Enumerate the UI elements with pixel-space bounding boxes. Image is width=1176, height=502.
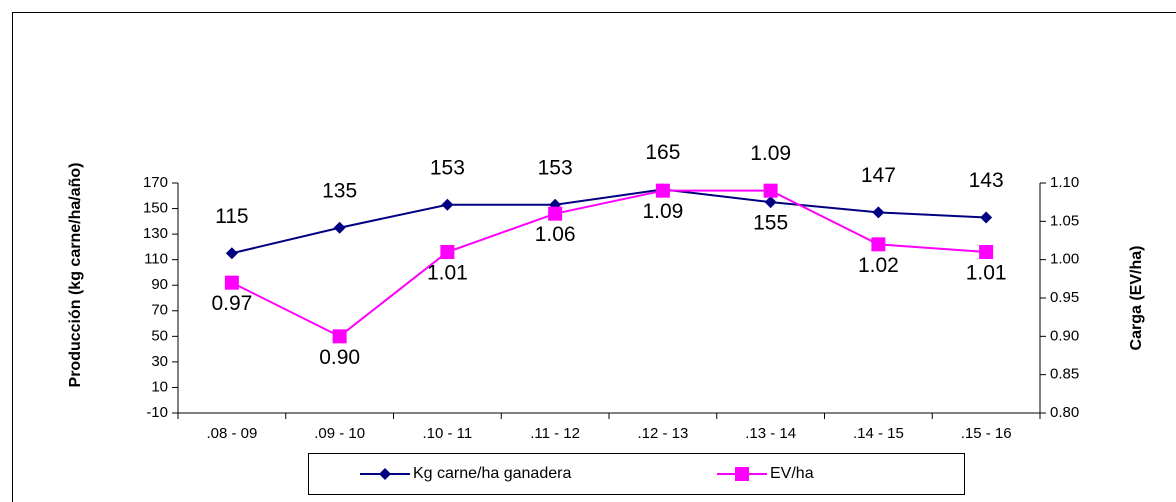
- point: [763, 183, 778, 198]
- point: [441, 198, 454, 211]
- data-label: 153: [538, 156, 573, 179]
- x-tick-label: .08 - 09: [206, 425, 257, 442]
- data-label: 135: [322, 179, 357, 202]
- data-label: 1.01: [966, 262, 1007, 285]
- y-tick-label: 90: [151, 276, 168, 293]
- y2-tick-label: 0.95: [1050, 289, 1079, 306]
- y-tick-label: 70: [151, 302, 168, 319]
- data-label: 155: [753, 212, 788, 235]
- y2-tick-label: 1.00: [1050, 251, 1079, 268]
- x-tick-label: .09 - 10: [314, 425, 365, 442]
- data-label: 0.90: [319, 346, 360, 369]
- y-tick-label: 170: [143, 174, 168, 191]
- y-axis-title: Producción (kg carne/ha/año): [67, 163, 84, 388]
- legend-box: [308, 453, 965, 495]
- point: [872, 206, 885, 219]
- x-tick-label: .11 - 12: [530, 425, 580, 442]
- point: [871, 237, 886, 252]
- chart-border: [12, 12, 1176, 502]
- data-label: 1.06: [535, 223, 576, 246]
- data-label: 1.02: [858, 254, 899, 277]
- x-tick-label: .10 - 11: [422, 425, 472, 442]
- y-tick-label: 110: [144, 251, 168, 268]
- y-tick-label: -10: [146, 404, 168, 421]
- x-tick-label: .15 - 16: [961, 425, 1012, 442]
- y-tick-label: 130: [143, 225, 168, 242]
- y2-axis-title: Carga (EV/ha): [1128, 246, 1145, 351]
- point: [333, 221, 346, 234]
- y-tick-label: 30: [151, 353, 168, 370]
- legend-label: Kg carne/ha ganadera: [413, 465, 571, 482]
- point: [225, 247, 238, 260]
- point: [332, 329, 347, 344]
- y-tick-label: 10: [151, 378, 168, 395]
- point: [764, 196, 777, 209]
- data-label: 153: [430, 156, 465, 179]
- point: [440, 245, 455, 259]
- data-label: 1.09: [750, 142, 791, 165]
- point: [979, 245, 994, 259]
- y2-tick-label: 1.10: [1050, 174, 1079, 191]
- y2-tick-label: 1.05: [1050, 212, 1079, 229]
- point: [548, 206, 563, 221]
- point: [655, 183, 670, 198]
- y2-tick-label: 0.85: [1050, 366, 1079, 383]
- series-line: [231, 189, 987, 338]
- x-tick-label: .12 - 13: [637, 425, 688, 442]
- data-label: 1.09: [642, 200, 683, 223]
- data-label: 0.97: [211, 292, 252, 315]
- series-line: [231, 188, 987, 255]
- legend-marker: [735, 467, 749, 481]
- point: [980, 211, 993, 224]
- y2-tick-label: 0.90: [1050, 327, 1079, 344]
- x-tick-label: .14 - 15: [853, 425, 904, 442]
- data-label: 115: [215, 205, 248, 228]
- data-label: 143: [969, 169, 1004, 192]
- point: [224, 275, 239, 290]
- data-label: 165: [645, 141, 680, 164]
- legend-marker: [379, 468, 391, 480]
- y-tick-label: 150: [143, 200, 168, 217]
- legend-label: EV/ha: [770, 465, 814, 482]
- y2-tick-label: 0.80: [1050, 404, 1079, 421]
- data-label: 147: [861, 164, 896, 187]
- y-tick-label: 50: [151, 327, 168, 344]
- data-label: 1.01: [427, 262, 468, 285]
- x-tick-label: .13 - 14: [745, 425, 796, 442]
